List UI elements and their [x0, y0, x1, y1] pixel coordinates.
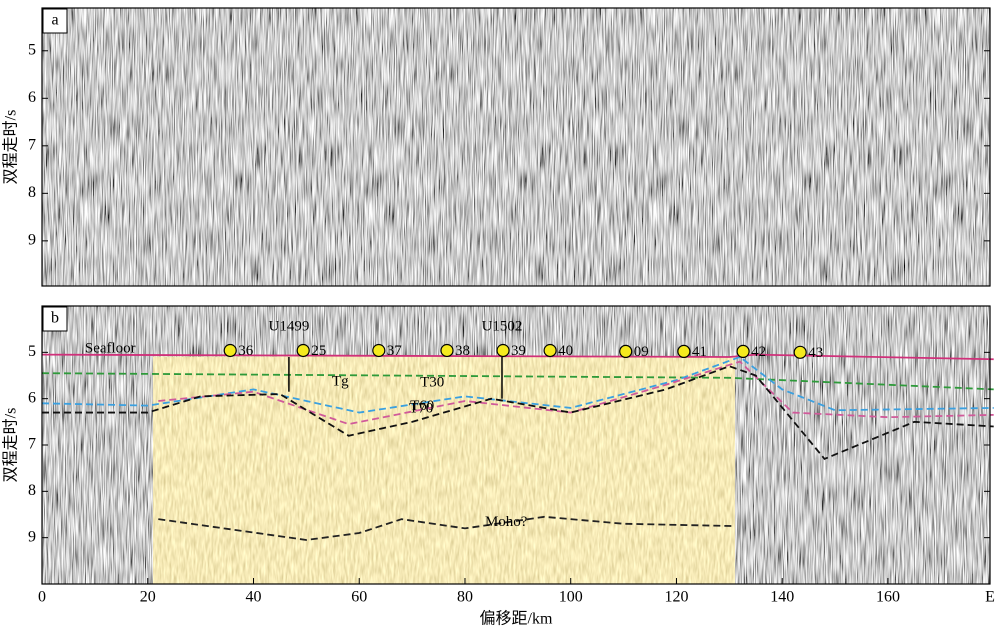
horizon — [158, 360, 994, 426]
y-axis-title: 双程走时/s — [2, 110, 20, 185]
station — [736, 344, 750, 359]
y-tick-label: 9 — [28, 232, 36, 249]
frame — [41, 7, 991, 287]
horizon-label: T30 — [420, 374, 444, 390]
x-tick-label: 160 — [876, 589, 900, 606]
horizon-label: Tg — [332, 373, 349, 389]
y-tick-label: 5 — [28, 41, 36, 58]
station — [223, 343, 237, 358]
station — [372, 343, 386, 358]
y-tick-label: 6 — [28, 89, 36, 106]
station — [496, 343, 510, 358]
x-tick-label: E — [985, 589, 995, 606]
y-tick-label: 8 — [28, 482, 36, 499]
well-label: U1499 — [268, 318, 309, 334]
x-tick-label: 0 — [38, 589, 46, 606]
x-axis-title: 偏移距/km — [480, 610, 553, 628]
panel-label: b — [51, 310, 59, 327]
well-label: U1502 — [482, 318, 523, 334]
station-label: 39 — [511, 343, 526, 359]
station-label: 38 — [455, 343, 470, 359]
x-tick-label: 120 — [664, 589, 688, 606]
station — [543, 343, 557, 358]
station-label: 37 — [387, 343, 403, 359]
x-tick-label: 100 — [559, 589, 583, 606]
x-tick-label: 80 — [457, 589, 473, 606]
station-label: 42 — [751, 344, 766, 360]
y-tick-label: 8 — [28, 184, 36, 201]
y-tick-label: 9 — [28, 528, 36, 545]
station-label: 25 — [311, 343, 326, 359]
station-label: 41 — [692, 344, 707, 360]
panel-label-box — [42, 306, 68, 332]
y-tick-label: 5 — [28, 343, 36, 360]
panel: 5 6 7 8 9 a 双程走时/s — [2, 7, 991, 287]
panel-label-box — [42, 8, 68, 34]
station-label: 09 — [634, 344, 649, 360]
horizon-label: Moho? — [485, 514, 528, 530]
horizon-label: T60 — [410, 398, 434, 414]
horizon-label: T70 — [409, 400, 433, 416]
panel-label: a — [51, 12, 58, 29]
y-tick-label: 7 — [28, 136, 36, 153]
y-axis-title: 双程走时/s — [2, 408, 20, 483]
station-label: 40 — [558, 343, 573, 359]
x-tick-label: 60 — [351, 589, 367, 606]
x-tick-label: 20 — [140, 589, 156, 606]
horizon — [158, 515, 735, 541]
station — [677, 344, 691, 359]
horizon — [41, 372, 994, 391]
station — [440, 343, 454, 358]
station-label: 43 — [808, 345, 823, 361]
x-tick-label: 140 — [770, 589, 794, 606]
horizon — [42, 365, 994, 460]
station-label: 36 — [238, 343, 254, 359]
station — [619, 344, 633, 359]
seismic-image — [42, 8, 990, 286]
horizon-label: Seafloor — [85, 340, 136, 356]
station — [793, 345, 807, 359]
station — [296, 343, 310, 358]
y-tick-label: 6 — [28, 389, 36, 406]
x-tick-label: 40 — [245, 589, 261, 606]
y-tick-label: 7 — [28, 436, 36, 453]
